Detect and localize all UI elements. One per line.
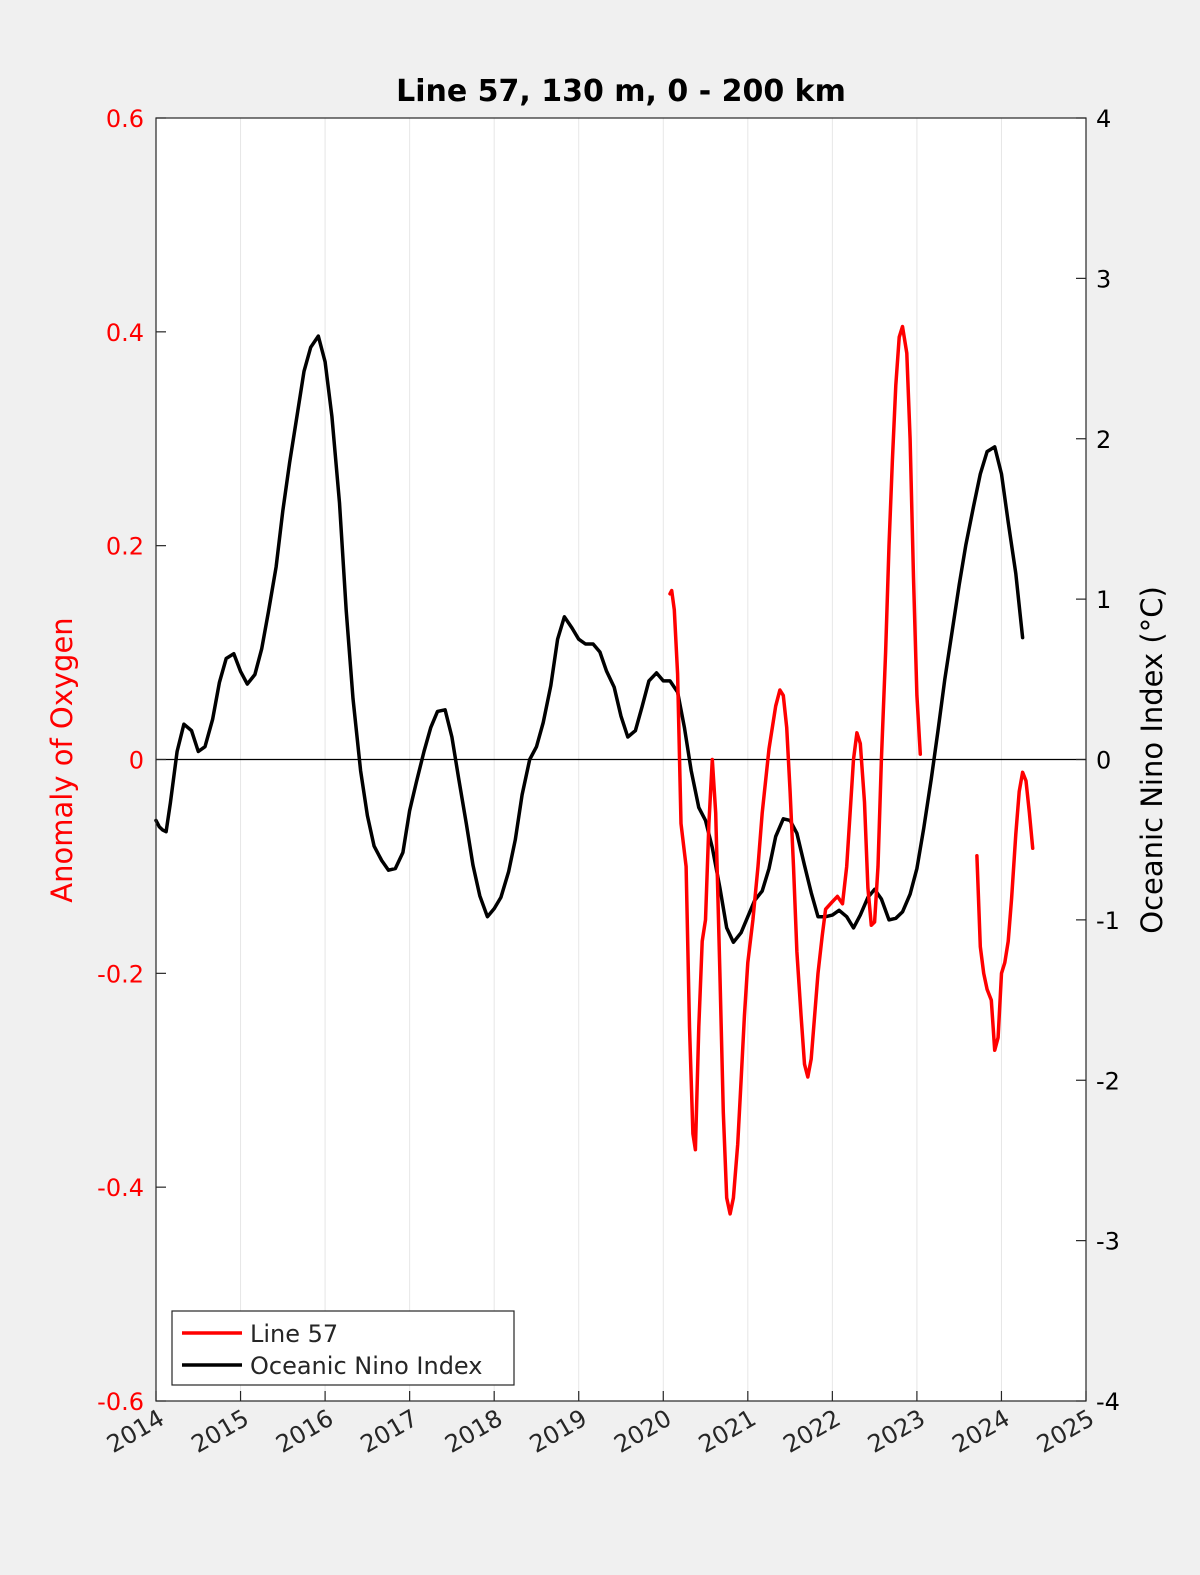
y-right-tick-label: -4 — [1096, 1388, 1120, 1416]
y-right-tick-label: 2 — [1096, 426, 1111, 454]
legend: Line 57 Oceanic Nino Index — [171, 1310, 515, 1386]
x-tick-label: 2020 — [609, 1404, 676, 1459]
series-layer — [154, 324, 1035, 1216]
y-right-tick-label: 3 — [1096, 265, 1111, 293]
line57-series — [668, 324, 923, 1216]
y-right-tick-label: -3 — [1096, 1228, 1120, 1256]
y-right-tick-label: -1 — [1096, 907, 1120, 935]
y-axis-right-label: Oceanic Nino Index (°C) — [1135, 586, 1169, 934]
x-tick-label: 2015 — [187, 1404, 254, 1459]
x-tick-label: 2022 — [778, 1404, 845, 1459]
x-tick-label: 2018 — [440, 1404, 507, 1459]
y-left-tick-label: 0.6 — [106, 105, 144, 133]
y-left-tick-label: -0.6 — [97, 1388, 144, 1416]
legend-line57-label: Line 57 — [250, 1320, 338, 1348]
x-tick-label: 2021 — [694, 1404, 761, 1459]
y-right-tick-label: -2 — [1096, 1067, 1120, 1095]
y-right-tick-label: 4 — [1096, 105, 1111, 133]
legend-oni-label: Oceanic Nino Index — [250, 1352, 482, 1380]
y-left-tick-label: 0.2 — [106, 533, 144, 561]
y-left-tick-label: 0 — [129, 747, 144, 775]
legend-box — [171, 1310, 515, 1386]
line57-series — [975, 770, 1035, 1053]
y-right-tick-label: 0 — [1096, 747, 1111, 775]
y-right-tick-label: 1 — [1096, 586, 1111, 614]
x-tick-label: 2019 — [525, 1404, 592, 1459]
y-left-tick-label: 0.4 — [106, 319, 144, 347]
chart-title: Line 57, 130 m, 0 - 200 km — [396, 74, 846, 109]
x-tick-label: 2023 — [863, 1404, 930, 1459]
x-tick-label: 2017 — [356, 1404, 423, 1459]
y-left-tick-label: -0.4 — [97, 1174, 144, 1202]
y-left-tick-label: -0.2 — [97, 960, 144, 988]
x-tick-label: 2025 — [1032, 1404, 1099, 1459]
x-tick-label: 2024 — [948, 1404, 1015, 1459]
x-tick-label: 2016 — [271, 1404, 338, 1459]
y-axis-left-label: Anomaly of Oxygen — [45, 617, 79, 902]
